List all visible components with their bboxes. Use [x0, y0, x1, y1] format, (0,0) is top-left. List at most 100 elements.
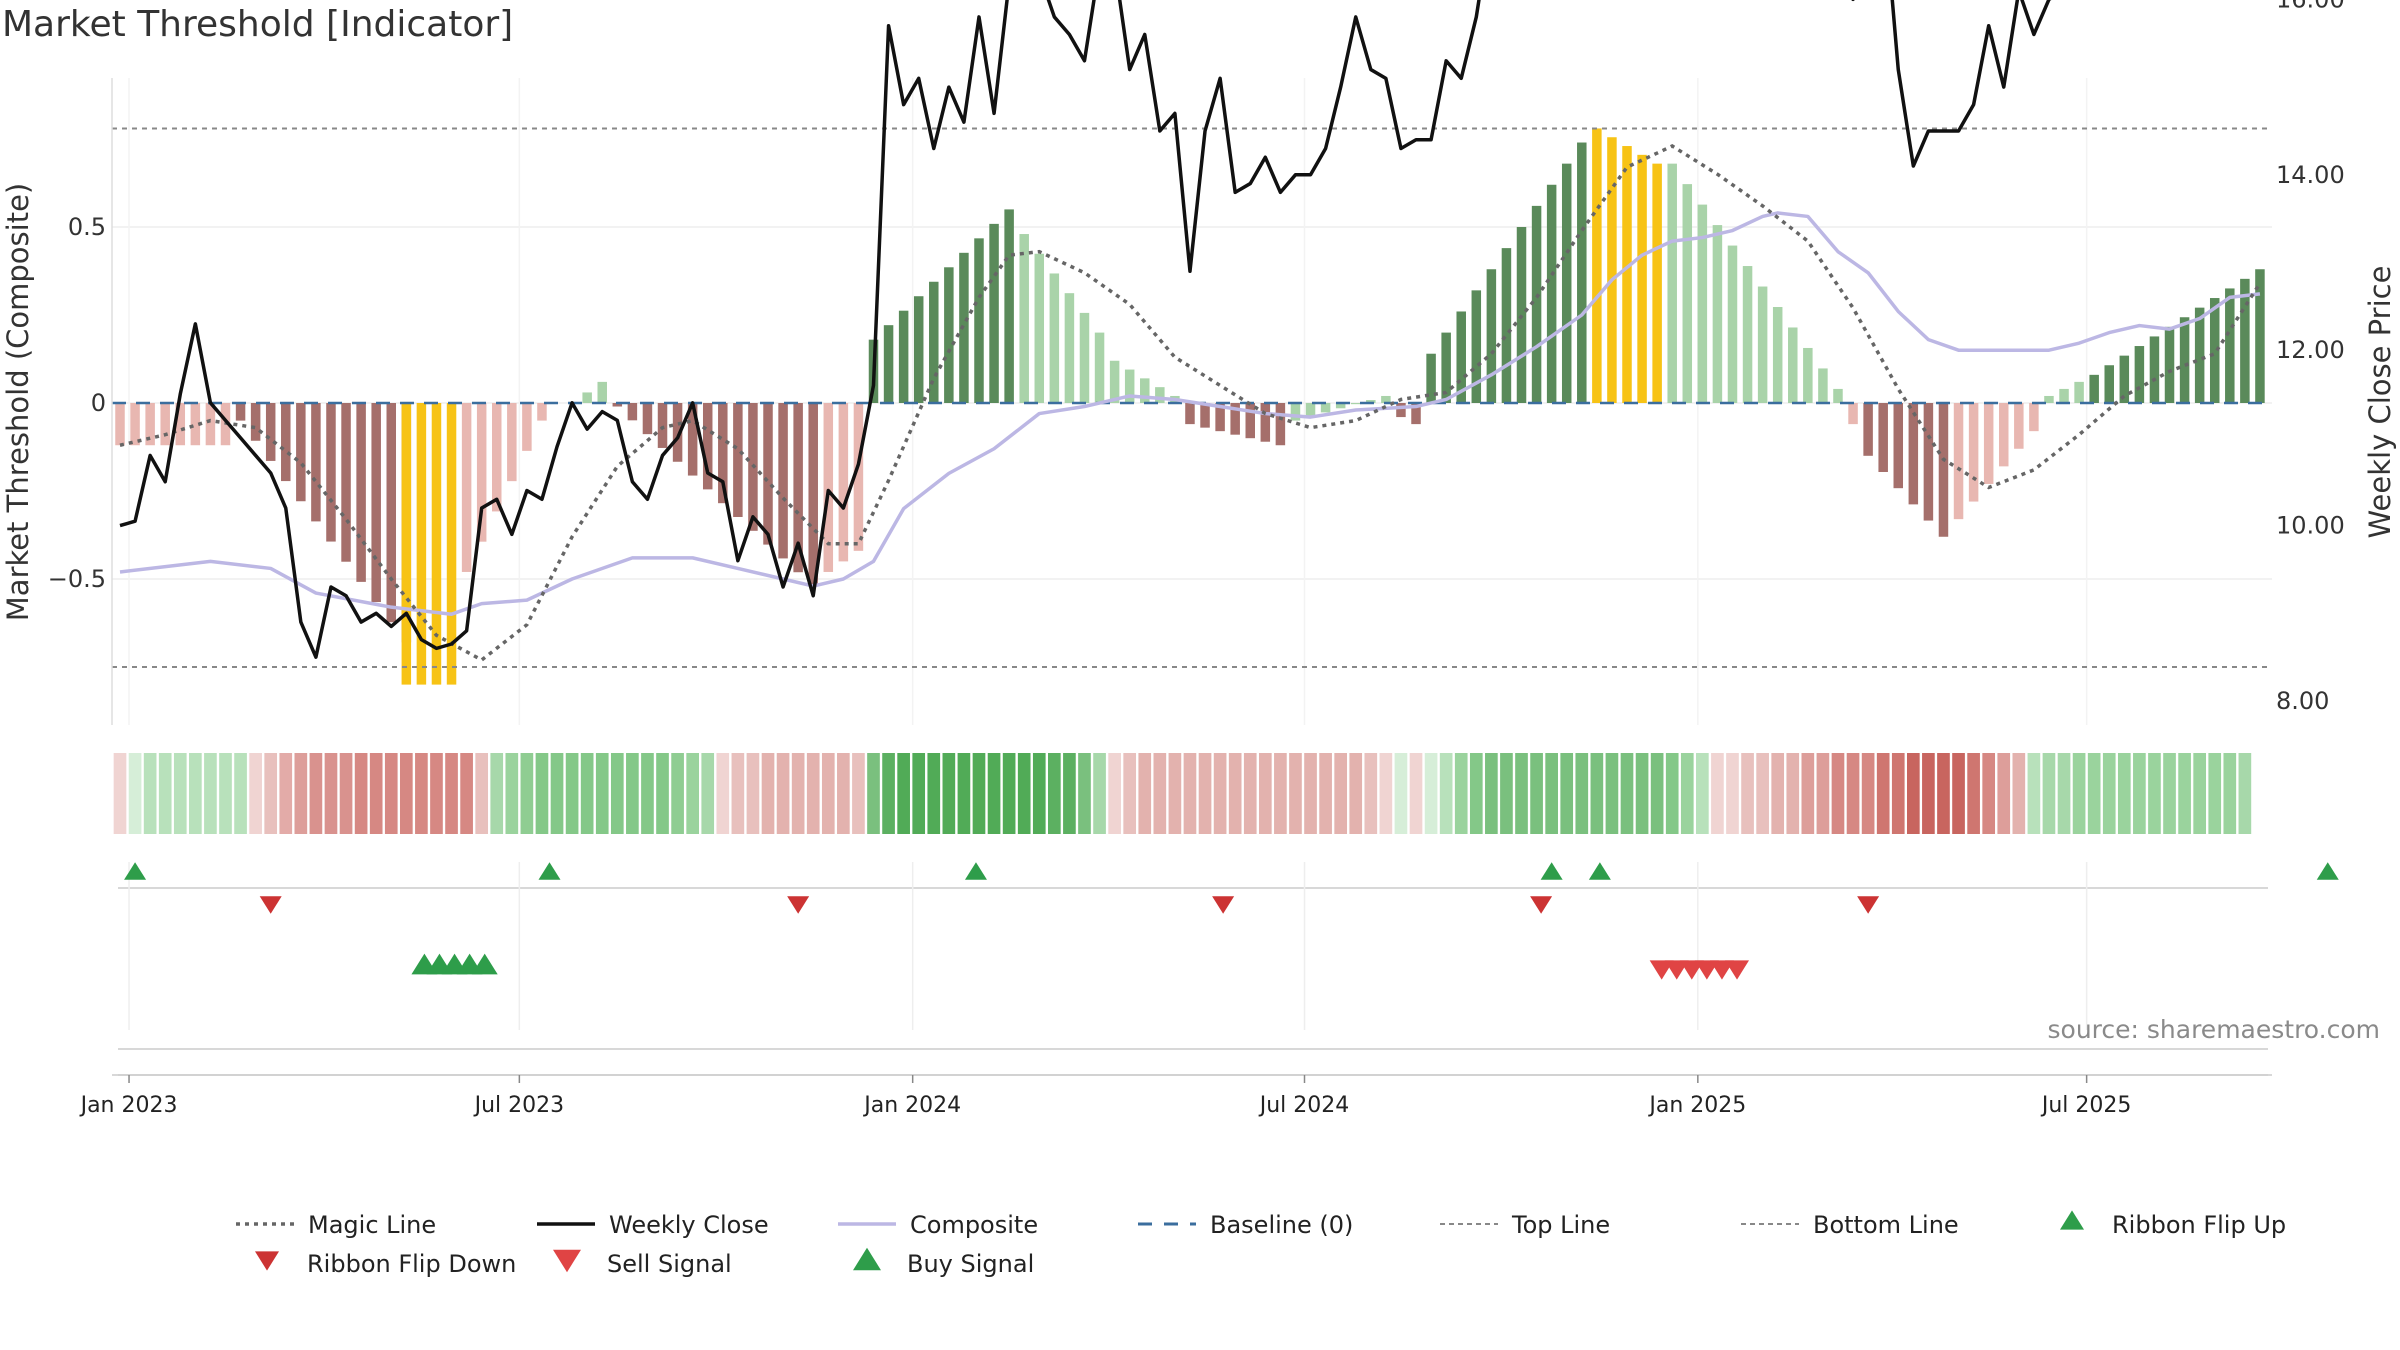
composite-bar: [1320, 403, 1331, 413]
ribbon-cell: [128, 753, 142, 834]
composite-bar: [507, 403, 517, 482]
ribbon-cell: [1439, 753, 1453, 834]
ribbon-cell: [1258, 753, 1272, 834]
composite-bar: [838, 403, 849, 562]
ribbon-cell: [1289, 753, 1302, 834]
legend-swatch-flip_up: [2060, 1210, 2084, 1230]
composite-bar: [1079, 312, 1090, 403]
legend-item-baseline: Baseline (0): [1138, 1211, 1353, 1239]
ribbon-flip-up-marker: [964, 862, 987, 880]
composite-bar: [1561, 163, 1572, 403]
ribbon-cell: [852, 753, 865, 834]
composite-bar: [642, 403, 653, 435]
composite-bar: [145, 403, 155, 446]
composite-bar: [2179, 317, 2190, 403]
ribbon-strip: [113, 753, 2252, 834]
ribbon-cell: [641, 753, 654, 834]
ribbon-cell: [1500, 753, 1513, 834]
ribbon-cell: [535, 753, 549, 834]
ribbon-cell: [1198, 753, 1212, 834]
ribbon-cell: [460, 753, 473, 834]
ribbon-cell: [158, 753, 172, 834]
ribbon-cell: [2102, 753, 2116, 834]
composite-bar: [371, 403, 381, 603]
composite-bar: [1863, 403, 1873, 456]
composite-bar: [612, 403, 623, 407]
ribbon-cell: [2057, 753, 2071, 834]
legend-label-top: Top Line: [1511, 1211, 1610, 1239]
ribbon-cell: [882, 753, 895, 834]
composite-bar: [1486, 269, 1497, 403]
ribbon-cell: [2148, 753, 2161, 834]
composite-bar: [296, 403, 306, 502]
legend-item-flip_down: Ribbon Flip Down: [255, 1250, 516, 1278]
ribbon-cell: [1545, 753, 1558, 834]
y2-tick-label: 14.00: [2276, 161, 2345, 189]
composite-bar: [913, 296, 924, 403]
ribbon-cell: [143, 753, 157, 834]
y2-tick-label: 16.00: [2276, 0, 2345, 13]
composite-bar: [657, 403, 668, 448]
composite-bar: [1938, 403, 1949, 537]
ribbon-flip-up-marker: [538, 862, 561, 880]
ribbon-cell: [957, 753, 971, 834]
y-tick-label: 0: [91, 389, 106, 417]
composite-bar: [1215, 403, 1225, 432]
legend-swatch-sell: [553, 1249, 581, 1273]
ribbon-cell: [415, 753, 428, 834]
composite-bar: [1049, 273, 1060, 403]
composite-bar: [582, 392, 592, 403]
composite-bar: [235, 403, 246, 421]
composite-bar: [2059, 388, 2069, 403]
x-tick-label: Jan 2025: [1647, 1093, 1746, 1118]
composite-bar: [718, 403, 728, 504]
composite-bar: [1260, 403, 1271, 442]
composite-bar: [974, 238, 984, 403]
composite-bar: [1923, 403, 1934, 521]
composite-bar: [281, 403, 291, 482]
composite-bar: [1290, 403, 1301, 421]
composite-bar: [929, 281, 939, 403]
composite-bar: [1109, 360, 1120, 403]
ribbon-cell: [2208, 753, 2222, 834]
ribbon-cell: [1846, 753, 1860, 834]
ribbon-cell: [927, 753, 941, 834]
composite-bar: [1546, 184, 1557, 403]
ribbon-cell: [595, 753, 609, 834]
ribbon-cell: [2072, 753, 2086, 834]
composite-bar: [2209, 298, 2220, 403]
composite-bar: [160, 403, 170, 446]
ribbon-cell: [1108, 753, 1121, 834]
ribbon-cell: [656, 753, 669, 834]
ribbon-cell: [1530, 753, 1543, 834]
composite-bar: [989, 223, 999, 403]
ribbon-cell: [806, 753, 820, 834]
sell-signal-marker: [1694, 960, 1719, 980]
composite-bar: [1305, 403, 1316, 417]
x-axis: Jan 2023 Jul 2023 Jan 2024 Jul 2024 Jan 2025…: [79, 1074, 2272, 1118]
ribbon-cell: [626, 753, 639, 834]
composite-bar: [1983, 403, 1994, 484]
composite-bar: [2194, 307, 2205, 403]
composite-bar: [537, 403, 547, 421]
composite-bar: [1456, 311, 1466, 403]
legend-item-composite: Composite: [838, 1211, 1038, 1239]
ribbon-cell: [1485, 753, 1498, 834]
composite-bar: [1727, 245, 1738, 403]
y2-tick-label: 8.00: [2276, 687, 2329, 715]
composite-bar: [1185, 403, 1195, 425]
ribbon-flip-down-marker: [259, 896, 282, 914]
sell-signal-marker: [1649, 960, 1674, 980]
composite-bar: [1712, 225, 1723, 403]
ribbon-cell: [1032, 753, 1046, 834]
ribbon-cell: [1409, 753, 1423, 834]
composite-bar: [2089, 374, 2099, 403]
legend-label-baseline: Baseline (0): [1210, 1211, 1353, 1239]
ribbon-cell: [1937, 753, 1950, 834]
ribbon-cell: [731, 753, 745, 834]
composite-bar: [1697, 204, 1708, 403]
composite-bar: [2225, 288, 2235, 403]
ribbon-cell: [1982, 753, 1996, 834]
composite-bar: [1019, 234, 1029, 403]
